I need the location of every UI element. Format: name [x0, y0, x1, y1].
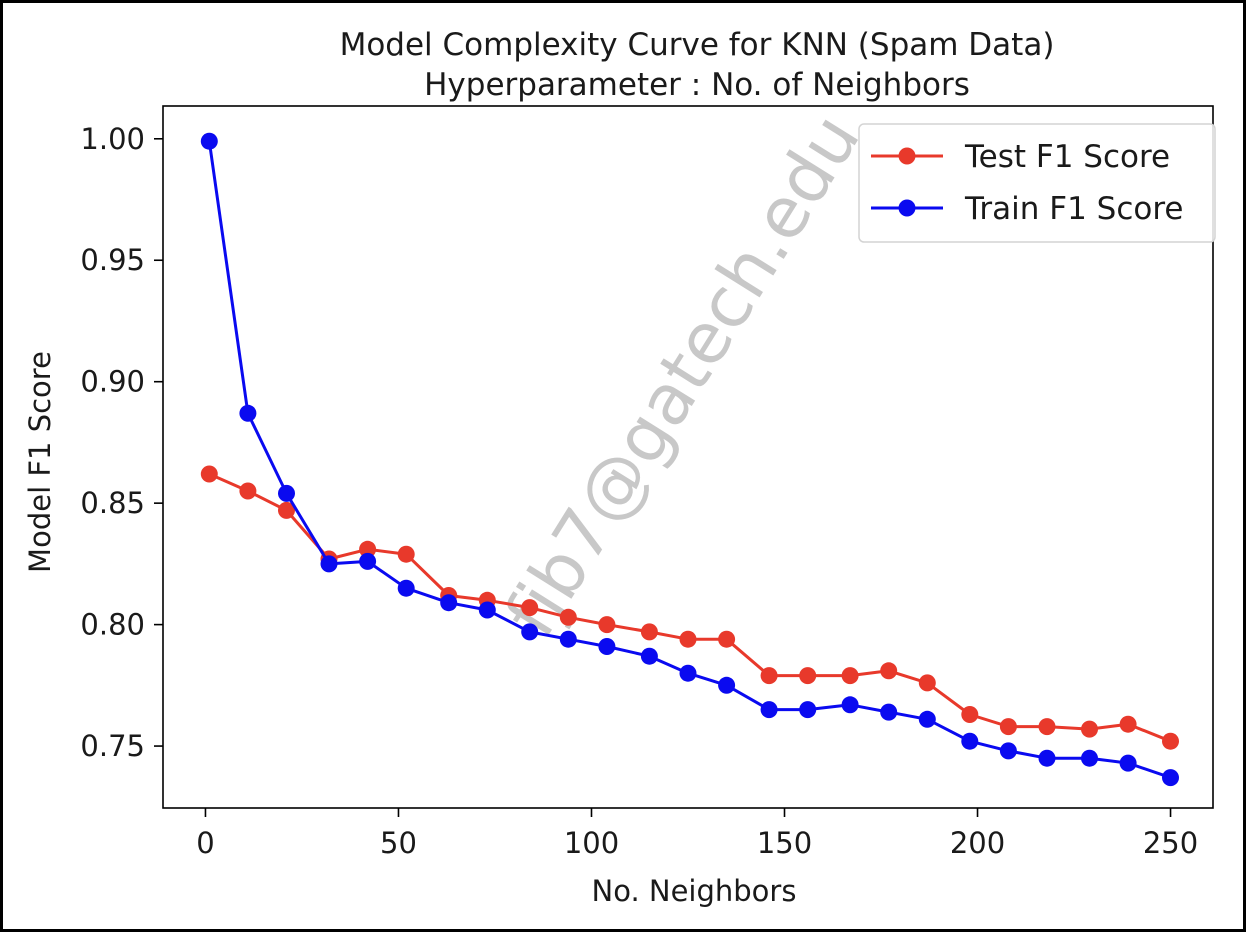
y-tick-label: 0.90 — [80, 365, 145, 399]
data-point-train-f1-score — [521, 623, 539, 641]
y-tick-label: 0.85 — [80, 486, 145, 520]
legend-marker-test — [898, 147, 916, 165]
data-point-train-f1-score — [559, 630, 577, 648]
x-tick-label: 200 — [950, 826, 1005, 860]
legend-marker-train — [898, 199, 916, 217]
data-point-train-f1-score — [679, 664, 697, 682]
data-point-test-f1-score — [918, 674, 936, 692]
data-point-train-f1-score — [1081, 749, 1098, 767]
plot-area-frame — [162, 105, 1214, 809]
y-tick-label: 0.95 — [80, 243, 145, 277]
data-point-train-f1-score — [880, 703, 898, 721]
data-point-test-f1-score — [841, 667, 859, 685]
x-axis-ticks: 0 50 100 150 200 250 — [196, 808, 1198, 860]
y-tick-label: 1.00 — [80, 122, 145, 156]
data-point-train-f1-score — [200, 132, 218, 150]
data-point-train-f1-score — [359, 552, 377, 570]
data-point-test-f1-score — [799, 667, 817, 685]
legend: Test F1 Score Train F1 Score — [858, 123, 1216, 243]
legend-label-test: Test F1 Score — [964, 139, 1170, 175]
series-line-test-f1-score — [208, 472, 1172, 743]
data-point-test-f1-score — [1038, 718, 1056, 736]
data-point-test-f1-score — [559, 608, 577, 626]
data-point-test-f1-score — [640, 623, 658, 641]
data-point-test-f1-score — [1119, 715, 1137, 733]
data-point-train-f1-score — [760, 701, 778, 719]
data-point-train-f1-score — [278, 484, 295, 502]
legend-box — [858, 123, 1216, 243]
series-lines — [200, 132, 1179, 787]
chart-subtitle: Hyperparameter : No. of Neighbors — [424, 67, 970, 103]
x-tick-label: 100 — [564, 826, 619, 860]
data-point-train-f1-score — [961, 732, 979, 750]
data-point-train-f1-score — [478, 601, 496, 619]
x-tick-label: 150 — [757, 826, 812, 860]
data-point-train-f1-score — [841, 696, 859, 714]
legend-label-train: Train F1 Score — [964, 191, 1183, 227]
data-point-test-f1-score — [718, 630, 736, 648]
data-point-test-f1-score — [999, 718, 1017, 736]
data-point-train-f1-score — [799, 701, 817, 719]
y-tick-label: 0.75 — [80, 729, 145, 763]
data-point-train-f1-score — [440, 594, 458, 612]
data-point-train-f1-score — [999, 742, 1017, 760]
data-point-test-f1-score — [521, 599, 539, 617]
data-point-train-f1-score — [1119, 754, 1137, 772]
data-point-train-f1-score — [1162, 769, 1179, 787]
y-tick-label: 0.80 — [80, 608, 145, 642]
x-tick-label: 50 — [380, 826, 417, 860]
data-point-train-f1-score — [397, 579, 415, 597]
data-point-test-f1-score — [598, 616, 616, 634]
chart-title: Model Complexity Curve for KNN (Spam Dat… — [340, 27, 1055, 63]
y-axis-label: Model F1 Score — [23, 351, 57, 573]
line-chart: Model Complexity Curve for KNN (Spam Dat… — [23, 27, 1216, 908]
data-point-train-f1-score — [239, 404, 257, 422]
data-point-train-f1-score — [320, 555, 338, 573]
data-point-train-f1-score — [598, 638, 616, 655]
x-axis-label: No. Neighbors — [592, 874, 797, 908]
data-point-test-f1-score — [679, 630, 697, 648]
data-point-train-f1-score — [640, 647, 658, 665]
data-point-train-f1-score — [918, 710, 936, 728]
x-tick-label: 0 — [196, 826, 214, 860]
data-point-test-f1-score — [239, 482, 257, 500]
watermark: fjb7@gatech.edu — [489, 100, 875, 650]
data-point-test-f1-score — [880, 662, 898, 680]
data-point-test-f1-score — [278, 501, 295, 519]
data-point-test-f1-score — [961, 706, 979, 723]
data-point-test-f1-score — [200, 465, 218, 483]
y-axis-ticks: 0.75 0.80 0.85 0.90 0.95 1.00 — [80, 122, 163, 763]
data-point-train-f1-score — [718, 676, 736, 694]
data-point-test-f1-score — [1081, 720, 1098, 738]
data-point-test-f1-score — [359, 540, 377, 558]
data-point-test-f1-score — [397, 545, 415, 563]
chart-figure: Model Complexity Curve for KNN (Spam Dat… — [3, 3, 1243, 929]
data-point-train-f1-score — [1038, 749, 1056, 767]
data-point-test-f1-score — [1162, 732, 1179, 750]
x-tick-label: 250 — [1143, 826, 1198, 860]
data-point-test-f1-score — [760, 667, 778, 685]
